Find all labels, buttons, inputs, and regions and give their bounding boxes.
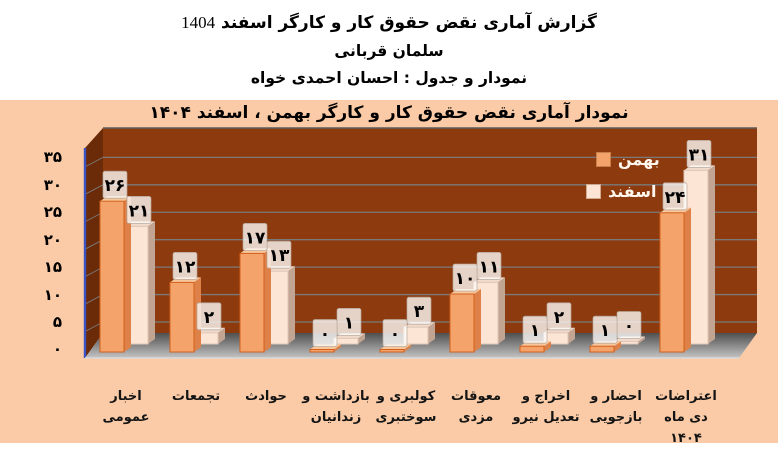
x-category-label: معوقات مزدی — [451, 389, 501, 426]
bar-value-label: ۰ — [390, 325, 400, 345]
bar-value-label: ۱ — [530, 321, 540, 341]
y-tick-label: ۲۵ — [43, 203, 62, 222]
value-tag — [662, 182, 688, 211]
value-tag — [522, 315, 548, 344]
legend-label: بهمن — [618, 150, 660, 169]
chart-title: نمودار آماری نقض حقوق کار و کارگر بهمن ،… — [149, 103, 629, 123]
value-tag — [382, 319, 408, 347]
bar-esfand-side — [638, 336, 645, 344]
value-tag — [406, 296, 432, 325]
bar-value-label: ۱ — [344, 313, 354, 333]
legend-item: اسفند — [586, 182, 660, 201]
bar-bahman — [659, 212, 685, 353]
y-tick-label: ۱۰ — [43, 285, 62, 304]
value-tag — [126, 196, 152, 224]
report-credit: نمودار و جدول : احسان احمدی خواه — [250, 69, 528, 87]
value-tag — [266, 240, 292, 269]
bar-bahman — [449, 293, 475, 353]
y-tick-label: ۱۵ — [43, 258, 62, 277]
bar-value-label: ۱۲ — [175, 257, 196, 277]
x-category-label: حوادث — [245, 389, 287, 404]
bar-bahman-side — [334, 344, 341, 352]
report-title-year: 1404 — [181, 13, 216, 32]
bar-bahman — [169, 281, 195, 353]
bar-value-label: ۲ — [554, 308, 565, 328]
bar-value-label: ۱۰ — [455, 269, 476, 289]
bar-value-label: ۲۶ — [105, 176, 126, 196]
x-category-label: بازداشت و زندانیان — [302, 389, 370, 426]
bar-esfand-side — [498, 277, 505, 344]
x-category-label: کولبری و سوختبری — [375, 389, 437, 426]
bar-value-label: ۲۴ — [665, 188, 686, 208]
gridline-side — [85, 184, 104, 195]
bar-esfand-side — [148, 221, 155, 344]
bar-bahman-side — [544, 341, 551, 352]
gridline-side — [85, 156, 104, 167]
x-category-label: احضار و بازجویی — [589, 389, 643, 426]
chart-area: نمودار آماری نقض حقوق کار و کارگر بهمن ،… — [0, 100, 778, 446]
bar-bahman — [379, 349, 405, 353]
x-category-label: اخراج و تعدیل نیرو — [512, 389, 580, 426]
bar-bahman-side — [404, 344, 411, 352]
bar-bahman — [99, 200, 125, 353]
bar-bahman-side — [474, 289, 481, 352]
legend-swatch-icon — [586, 184, 601, 199]
legend-label: اسفند — [608, 182, 657, 201]
bar-esfand-side — [218, 327, 225, 344]
legend-swatch-icon — [596, 152, 611, 167]
plot-left-wall — [85, 128, 103, 358]
bar-bahman-side — [684, 207, 691, 352]
value-tag — [172, 251, 198, 280]
bar-esfand-side — [358, 333, 365, 344]
report-author: سلمان قربانی — [334, 42, 444, 60]
bar-value-label: ۲ — [204, 308, 215, 328]
chart-legend: بهمن اسفند — [586, 150, 660, 201]
y-tick-label: ۳۵ — [43, 148, 62, 167]
legend-item: بهمن — [596, 150, 660, 169]
value-tag — [102, 170, 128, 199]
bar-bahman — [309, 349, 335, 353]
x-category-label: اعتراضات دی ماه ۱۴۰۴ — [655, 389, 717, 447]
bar-bahman-side — [264, 248, 271, 352]
value-tag — [452, 263, 478, 292]
bar-value-label: ۱۳ — [269, 246, 290, 266]
bar-bahman — [519, 345, 545, 353]
value-tag — [592, 315, 618, 344]
bar-value-label: ۱۱ — [479, 257, 500, 277]
bar-esfand-side — [708, 165, 715, 344]
bar-value-label: ۱ — [600, 321, 610, 341]
value-tag — [546, 302, 572, 331]
bar-esfand — [403, 326, 429, 345]
report-title: گزارش آماری نقض حقوق کار و کارگر اسفند 1… — [181, 13, 597, 33]
report-title-text: گزارش آماری نقض حقوق کار و کارگر اسفند — [221, 13, 597, 33]
value-tag — [686, 140, 712, 168]
x-category-label: تجمعات — [171, 389, 221, 404]
bar-value-label: ۲۱ — [129, 201, 150, 221]
bar-esfand — [333, 337, 359, 345]
bar-bahman — [239, 252, 265, 353]
bar-bahman — [589, 345, 615, 353]
bar-esfand-side — [568, 327, 575, 344]
bar-value-label: ۰ — [320, 325, 330, 345]
value-tag — [312, 319, 338, 347]
bar-value-label: ۳۱ — [689, 145, 710, 165]
x-category-label: اخبار عمومی — [102, 389, 150, 426]
value-tag — [196, 302, 222, 331]
bar-value-label: ۱۷ — [245, 228, 266, 248]
bar-value-label: ۰ — [624, 317, 634, 337]
y-tick-label: ۰ — [52, 340, 62, 359]
bar-esfand-side — [428, 322, 435, 344]
bar-value-label: ۳ — [414, 302, 425, 322]
bar-bahman-side — [614, 341, 621, 352]
report-header: گزارش آماری نقض حقوق کار و کارگر اسفند 1… — [0, 0, 778, 100]
value-tag — [242, 223, 268, 251]
bar-esfand-side — [288, 266, 295, 344]
y-tick-label: ۲۰ — [43, 230, 62, 249]
bar-bahman-side — [124, 196, 131, 352]
y-tick-label: ۳۰ — [43, 175, 62, 194]
y-tick-label: ۵ — [52, 312, 62, 331]
